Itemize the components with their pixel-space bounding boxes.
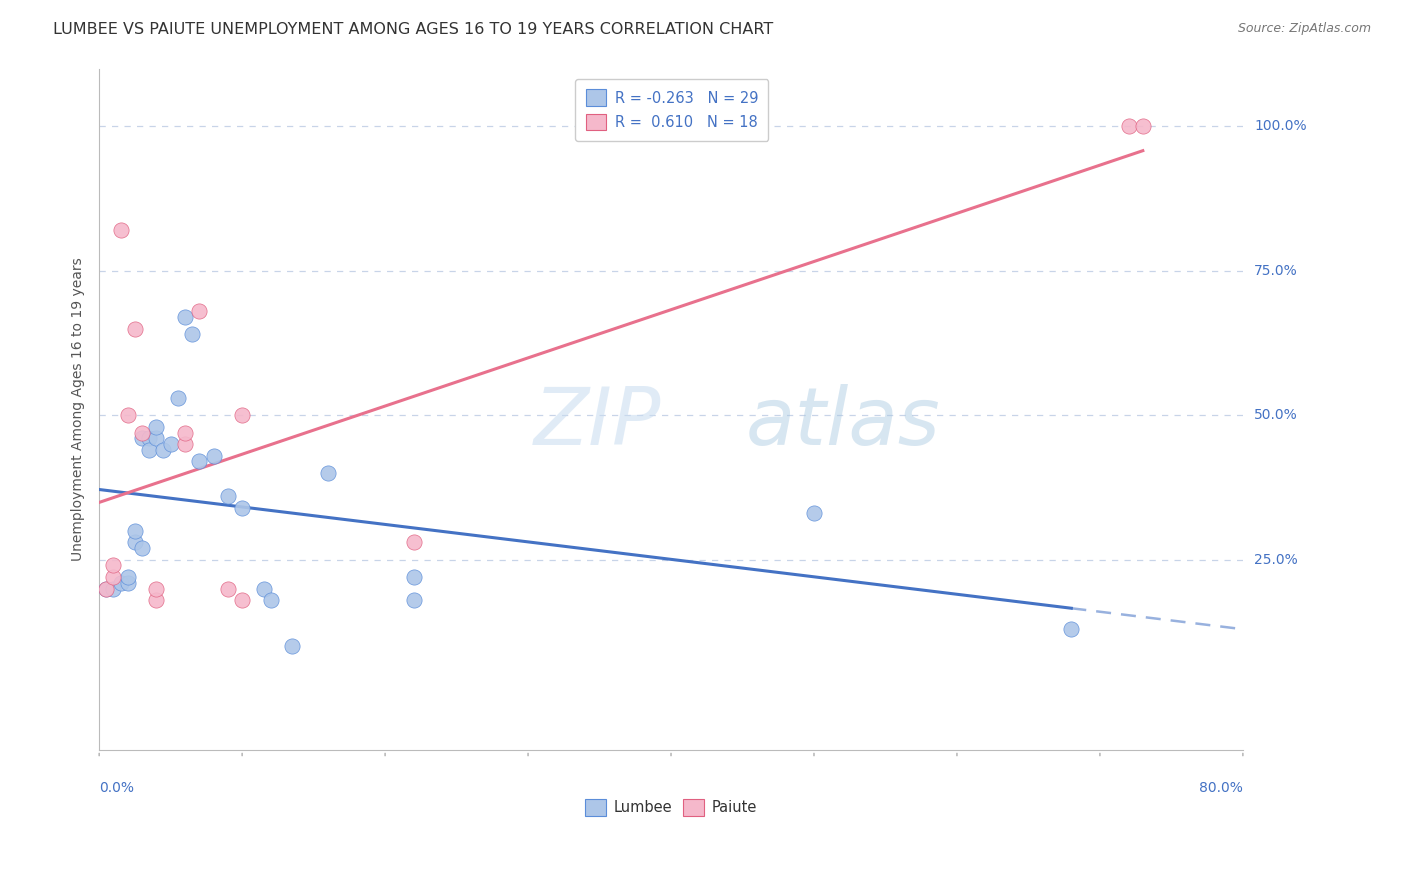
Point [145, 419, 167, 434]
Point [281, 640, 304, 654]
Point [217, 582, 239, 596]
Point [803, 507, 825, 521]
Point [188, 454, 211, 468]
Text: 50.0%: 50.0% [1254, 409, 1298, 422]
Text: atlas: atlas [745, 384, 941, 462]
Point [402, 535, 425, 549]
Point [152, 442, 174, 457]
Point [231, 500, 253, 515]
Point [402, 593, 425, 607]
Text: Source: ZipAtlas.com: Source: ZipAtlas.com [1237, 22, 1371, 36]
Point [1118, 120, 1140, 134]
Point [117, 409, 139, 423]
Point [166, 391, 188, 405]
Point [1132, 120, 1154, 134]
Point [124, 535, 146, 549]
Point [159, 437, 181, 451]
Legend: Lumbee, Paiute: Lumbee, Paiute [578, 792, 763, 823]
Point [252, 582, 274, 596]
Point [124, 524, 146, 538]
Text: 80.0%: 80.0% [1199, 781, 1243, 795]
Point [174, 310, 197, 324]
Point [96, 582, 118, 596]
Text: 0.0%: 0.0% [100, 781, 134, 795]
Point [145, 582, 167, 596]
Text: LUMBEE VS PAIUTE UNEMPLOYMENT AMONG AGES 16 TO 19 YEARS CORRELATION CHART: LUMBEE VS PAIUTE UNEMPLOYMENT AMONG AGES… [53, 22, 773, 37]
Point [202, 449, 225, 463]
Point [181, 327, 204, 342]
Point [110, 575, 132, 590]
Point [174, 437, 197, 451]
Point [188, 304, 211, 318]
Point [138, 431, 160, 445]
Point [117, 570, 139, 584]
Point [316, 466, 339, 480]
Point [402, 570, 425, 584]
Point [1060, 622, 1083, 636]
Point [145, 593, 167, 607]
Point [217, 489, 239, 503]
Point [117, 575, 139, 590]
Point [174, 425, 197, 440]
Text: 25.0%: 25.0% [1254, 553, 1298, 566]
Text: 100.0%: 100.0% [1254, 120, 1306, 133]
Point [103, 582, 125, 596]
Y-axis label: Unemployment Among Ages 16 to 19 years: Unemployment Among Ages 16 to 19 years [72, 258, 86, 561]
Point [103, 570, 125, 584]
Point [103, 558, 125, 573]
Point [131, 425, 153, 440]
Point [131, 431, 153, 445]
Point [131, 541, 153, 556]
Point [231, 409, 253, 423]
Point [124, 321, 146, 335]
Point [231, 593, 253, 607]
Text: ZIP: ZIP [534, 384, 661, 462]
Point [96, 582, 118, 596]
Point [110, 223, 132, 237]
Point [138, 442, 160, 457]
Point [145, 431, 167, 445]
Point [260, 593, 283, 607]
Text: 75.0%: 75.0% [1254, 264, 1298, 277]
